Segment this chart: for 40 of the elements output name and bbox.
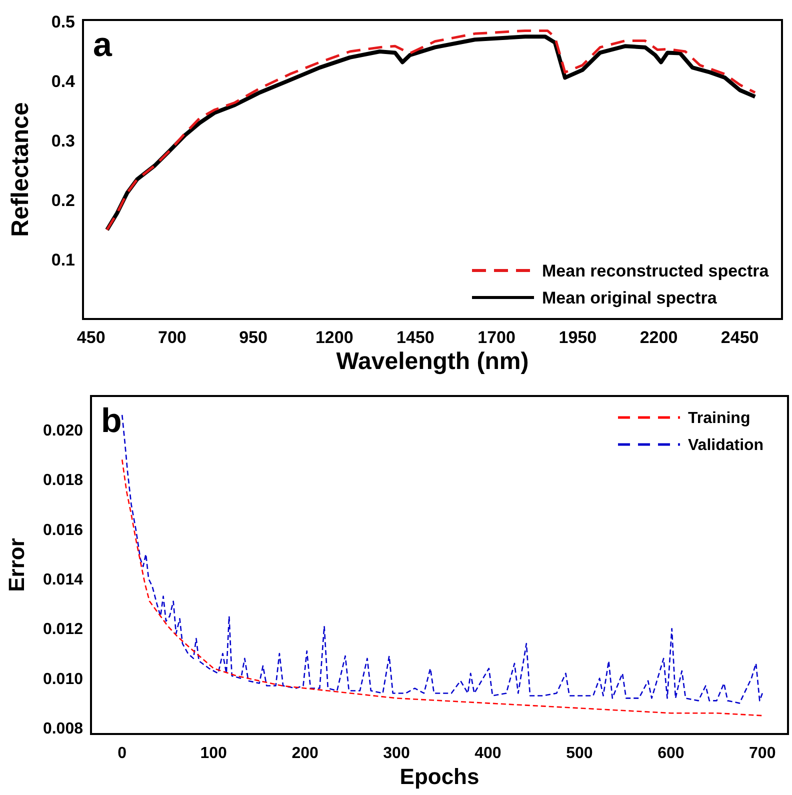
x-tick-label: 1450 — [396, 328, 434, 347]
y-tick-label: 0.012 — [42, 621, 84, 638]
x-tick-label: 600 — [658, 745, 684, 762]
x-tick-label: 500 — [566, 745, 593, 762]
y-tick-label: 0.010 — [42, 670, 84, 688]
legend-label: Training — [688, 410, 750, 428]
y-tick-label: 0.3 — [51, 132, 75, 151]
x-tick-label: 1950 — [558, 328, 597, 347]
x-tick-label: 300 — [383, 745, 410, 762]
y-tick-label: 0.1 — [51, 250, 75, 270]
x-tick-label: 700 — [749, 745, 776, 762]
legend-label: Mean original spectra — [542, 288, 718, 308]
y-tick-label: 0.4 — [51, 72, 76, 92]
y-tick-label: 0.008 — [42, 720, 84, 738]
legend-label: Mean reconstructed spectra — [542, 261, 770, 280]
legend-label: Validation — [688, 437, 764, 454]
annotation: b — [101, 402, 122, 440]
annotation: a — [93, 26, 113, 64]
x-tick-label: 200 — [292, 745, 318, 762]
x-tick-label: 0 — [118, 745, 127, 762]
y-tick-label: 0.020 — [42, 422, 84, 440]
x-tick-label: 1200 — [315, 328, 354, 347]
line-series — [121, 458, 764, 716]
x-tick-label: 2200 — [640, 328, 678, 347]
x-axis-title: Wavelength (nm) — [336, 348, 529, 375]
x-tick-label: 950 — [239, 328, 268, 347]
x-tick-label: 400 — [474, 745, 502, 762]
x-tick-label: 2450 — [720, 328, 759, 347]
x-axis-title: Epochs — [400, 764, 480, 789]
x-tick-label: 450 — [76, 328, 106, 347]
y-axis-title: Error — [4, 538, 29, 592]
x-tick-label: 1700 — [478, 328, 516, 347]
x-tick-label: 700 — [158, 328, 186, 347]
y-tick-label: 0.016 — [42, 522, 84, 539]
y-axis-title: Reflectance — [7, 102, 34, 237]
y-tick-label: 0.5 — [51, 12, 75, 32]
y-tick-label: 0.014 — [42, 572, 84, 589]
y-tick-label: 0.018 — [42, 472, 84, 490]
y-tick-label: 0.2 — [51, 191, 75, 210]
x-tick-label: 100 — [200, 745, 228, 762]
